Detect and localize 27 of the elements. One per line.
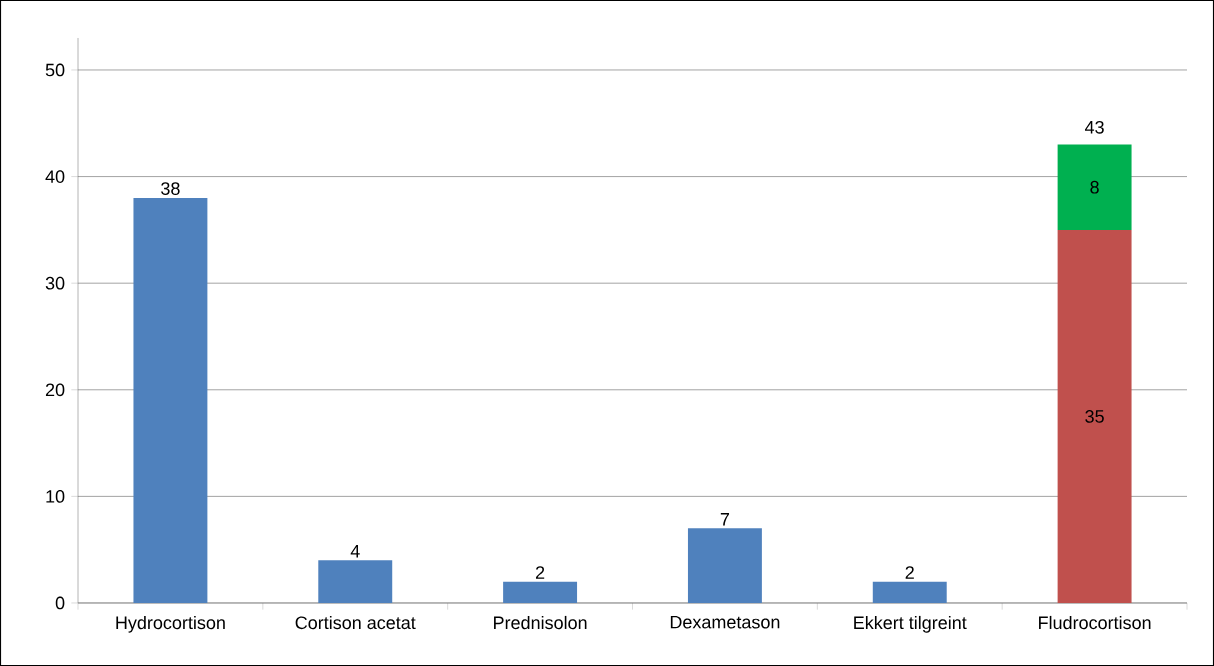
- y-tick-label: 50: [45, 63, 65, 77]
- x-tick-label: Hydrocortison: [116, 615, 225, 633]
- data-label: 7: [720, 513, 730, 526]
- x-tick-label: Fludrocortison: [1039, 615, 1151, 630]
- x-tick-label: Prednisolon: [494, 615, 587, 630]
- data-label: 8: [1090, 180, 1099, 194]
- x-tick-label: Cortison acetat: [295, 615, 416, 630]
- data-label: 38: [161, 182, 180, 195]
- data-label: 2: [535, 566, 545, 579]
- x-tick-label: Dexametason: [670, 615, 780, 629]
- bar: [1057, 229, 1132, 603]
- bar: [133, 197, 208, 603]
- y-tick-label: 10: [46, 490, 65, 503]
- data-label: 4: [350, 545, 360, 558]
- bar: [318, 560, 393, 603]
- y-tick-label: 0: [55, 596, 65, 610]
- bar: [872, 581, 947, 603]
- x-tick-label: Ekkert tilgreint: [854, 615, 967, 633]
- bar: [503, 581, 578, 603]
- total-label: 43: [1084, 120, 1104, 134]
- y-tick-label: 40: [45, 170, 65, 183]
- bar: [687, 528, 762, 603]
- y-tick-label: 30: [45, 276, 65, 290]
- bar: [1057, 144, 1132, 230]
- data-label: 35: [1085, 410, 1104, 423]
- y-tick-label: 20: [45, 383, 65, 397]
- data-label: 2: [905, 566, 914, 579]
